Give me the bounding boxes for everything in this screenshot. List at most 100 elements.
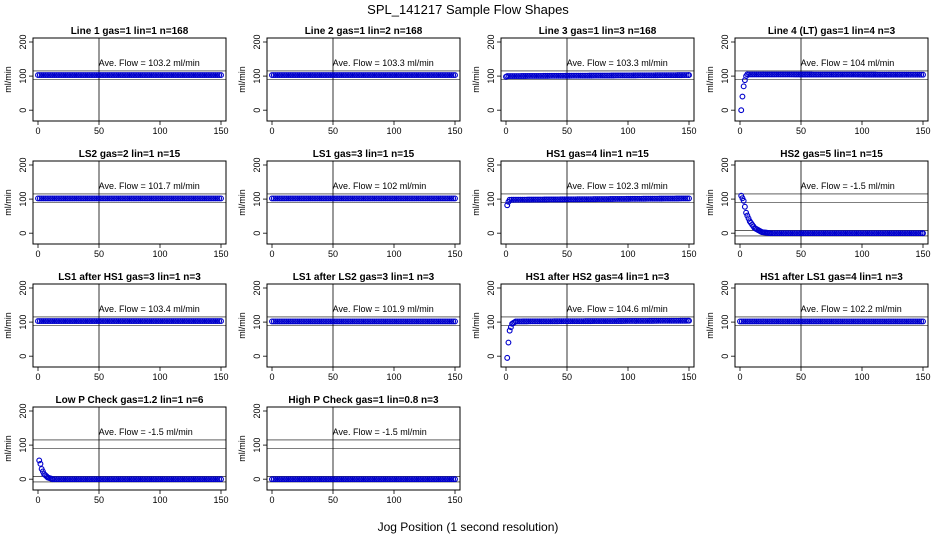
data-point (152, 72, 159, 79)
y-tick-label: 100 (18, 438, 28, 453)
data-point (791, 318, 798, 325)
data-point (51, 72, 58, 79)
data-point (338, 476, 345, 483)
data-point (437, 318, 444, 325)
data-point (848, 71, 855, 78)
data-point (508, 196, 515, 203)
data-point (185, 476, 192, 483)
data-point (910, 318, 917, 325)
data-point (863, 71, 870, 78)
data-point (673, 317, 680, 324)
data-point (49, 318, 56, 325)
data-point (820, 230, 827, 237)
data-point (448, 72, 455, 79)
data-point (49, 195, 56, 202)
data-point (797, 71, 804, 78)
data-point (157, 195, 164, 202)
data-point (430, 476, 436, 483)
data-point (553, 318, 559, 325)
panel-14: High P Check gas=1 lin=0.8 n=30 50 100 1500… (237, 395, 463, 505)
data-point (428, 476, 435, 483)
data-point (154, 318, 160, 325)
data-point (835, 230, 842, 237)
data-point (813, 230, 820, 237)
data-point (773, 71, 780, 78)
ave-flow-annotation: Ave. Flow = 101.7 ml/min (99, 181, 200, 191)
data-point (146, 318, 153, 325)
figure-xlabel: Jog Position (1 second resolution) (378, 520, 559, 534)
data-point (148, 72, 155, 79)
x-tick-label: 50 (94, 126, 104, 136)
data-point (422, 195, 429, 202)
data-point (144, 72, 151, 79)
panel-title: High P Check gas=1 lin=0.8 n=3 (288, 395, 439, 406)
data-point (614, 196, 621, 202)
data-point (106, 72, 113, 79)
x-tick-label: 0 (269, 249, 274, 259)
data-point (280, 318, 286, 325)
x-tick-label: 100 (152, 495, 167, 505)
x-tick-label: 0 (737, 249, 742, 259)
data-point (40, 72, 47, 79)
data-point (404, 195, 411, 202)
data-point (608, 72, 615, 79)
y-tick-label: 100 (252, 69, 262, 84)
data-point (364, 72, 371, 79)
data-point (520, 318, 527, 325)
data-point (289, 476, 296, 483)
data-point (593, 318, 600, 325)
data-point (157, 72, 164, 79)
data-point (784, 71, 791, 78)
data-point (450, 195, 457, 202)
data-point (846, 230, 853, 237)
data-point (546, 72, 553, 79)
data-point (670, 317, 677, 324)
data-point (380, 476, 387, 483)
data-point (373, 72, 380, 79)
data-point (208, 72, 215, 79)
data-point (349, 476, 356, 483)
data-point (325, 318, 332, 325)
data-point (57, 318, 63, 325)
data-point (835, 318, 842, 325)
data-point (375, 318, 382, 325)
y-axis-label: ml/min (471, 189, 481, 216)
data-point (824, 230, 831, 237)
data-point (73, 195, 80, 202)
data-point (866, 230, 873, 237)
data-point (832, 71, 839, 78)
data-point (161, 72, 168, 79)
data-point (592, 196, 599, 203)
data-point (610, 72, 617, 79)
data-point (571, 318, 578, 325)
data-point (71, 318, 78, 325)
data-point (309, 318, 316, 325)
data-point (128, 195, 135, 202)
data-point (435, 318, 442, 325)
data-point (835, 71, 842, 78)
data-point (111, 476, 118, 483)
data-point (411, 476, 418, 483)
data-point (912, 318, 919, 325)
x-tick-label: 150 (213, 372, 228, 382)
data-point (210, 72, 217, 79)
data-point (356, 476, 363, 483)
data-point (662, 317, 669, 324)
data-point (345, 318, 352, 325)
data-point (428, 195, 435, 202)
data-point (303, 318, 310, 325)
data-point (894, 318, 901, 325)
x-tick-label: 0 (503, 126, 508, 136)
data-point (605, 196, 612, 202)
data-point (866, 318, 873, 325)
data-point (389, 72, 396, 79)
data-point (782, 318, 789, 325)
data-point (398, 318, 405, 325)
data-point (154, 72, 160, 79)
data-point (604, 72, 611, 79)
data-point (188, 195, 195, 202)
data-point (124, 72, 131, 79)
data-point (358, 476, 365, 483)
data-point (150, 318, 157, 325)
data-point (214, 318, 221, 325)
